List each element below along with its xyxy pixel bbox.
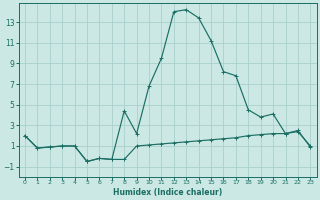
X-axis label: Humidex (Indice chaleur): Humidex (Indice chaleur) [113,188,222,197]
